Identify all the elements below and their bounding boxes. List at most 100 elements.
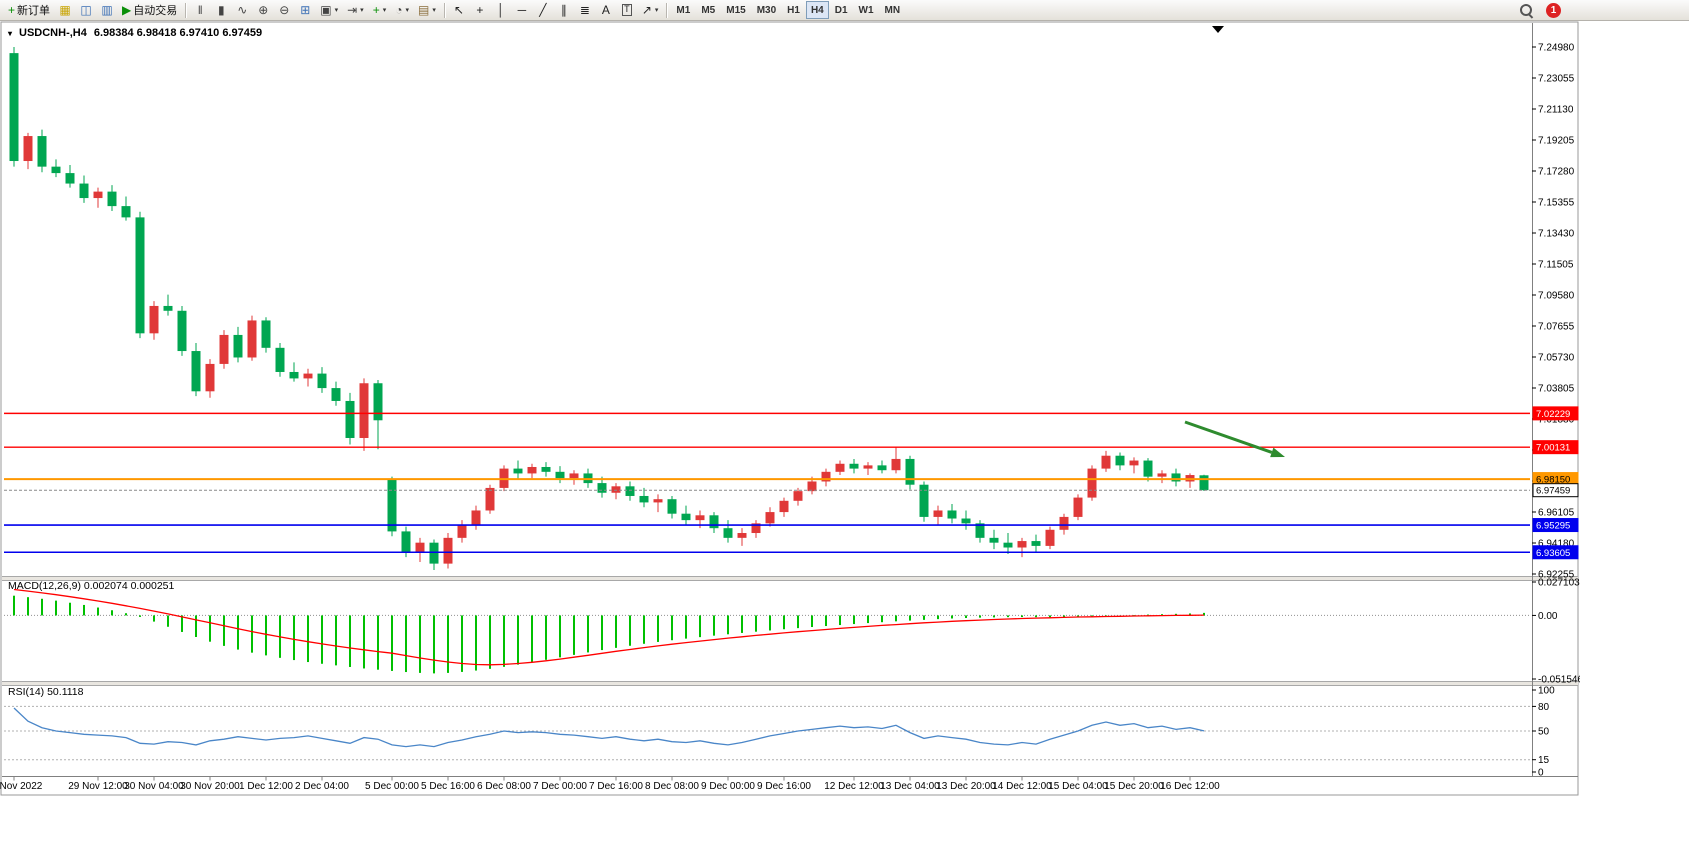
price-tick-label: 7.09580 bbox=[1538, 291, 1575, 302]
time-axis-label: 29 Nov 12:00 bbox=[68, 781, 128, 792]
chart-shift-icon: ⇥ bbox=[347, 3, 358, 17]
candle-body bbox=[877, 465, 887, 471]
auto-arrange-button[interactable]: ▣ ▾ bbox=[316, 1, 342, 19]
candle-body bbox=[751, 523, 761, 534]
candle-body bbox=[443, 537, 453, 564]
timeframe-mn-button[interactable]: MN bbox=[880, 1, 906, 19]
channel-button[interactable]: ∥ bbox=[554, 1, 574, 19]
zoom-in-button[interactable]: ⊕ bbox=[253, 1, 273, 19]
candle-body bbox=[1199, 475, 1209, 491]
candle-body bbox=[891, 458, 901, 471]
periods-button[interactable]: ◔ ▾ bbox=[391, 1, 413, 19]
candle-body bbox=[989, 537, 999, 543]
charts-window-button[interactable]: ▦ bbox=[55, 1, 75, 19]
autotrading-button-label: 自动交易 bbox=[133, 5, 178, 17]
candle-body bbox=[555, 471, 565, 479]
toolbar-separator bbox=[185, 2, 187, 18]
candle-body bbox=[947, 510, 957, 519]
zoom-out-button[interactable]: ⊖ bbox=[274, 1, 294, 19]
symbol-dropdown-icon[interactable]: ▾ bbox=[8, 28, 13, 38]
candle-body bbox=[289, 371, 299, 379]
candle-body bbox=[653, 499, 663, 503]
candle-body bbox=[849, 463, 859, 469]
line-chart-button[interactable]: ∿ bbox=[232, 1, 252, 19]
new-order-button-label: 新订单 bbox=[17, 5, 51, 17]
bar-chart-button[interactable]: ‖ bbox=[190, 1, 210, 19]
price-tick-label: 7.13430 bbox=[1538, 229, 1575, 240]
fibonacci-button[interactable]: ≣ bbox=[575, 1, 595, 19]
price-tick-label: 7.15355 bbox=[1538, 198, 1575, 209]
price-tag bbox=[1532, 440, 1579, 455]
notification-badge[interactable]: 1 bbox=[1546, 2, 1561, 18]
crosshair-button[interactable]: + bbox=[470, 1, 490, 19]
mt4-app: + 新订单 ▦ ◫ ▥ ▶ 自动交易 ‖ ▮ ∿ ⊕ ⊖ ⊞ ▣ ▾ ⇥ ▾ + ▾ ◔ ▾ ▤ ▾ ↖ + │ ─ ╱ ∥ ≣ A T ↗ ▾ M… bbox=[0, 0, 1689, 819]
price-tick-label: 7.03805 bbox=[1538, 384, 1575, 395]
timeframe-w1-button[interactable]: W1 bbox=[854, 1, 879, 19]
arrows-button[interactable]: ↗ ▾ bbox=[638, 1, 663, 19]
candlestick-chart-button[interactable]: ▮ bbox=[211, 1, 231, 19]
candle-body bbox=[401, 531, 411, 553]
timeframe-m5-button[interactable]: M5 bbox=[696, 1, 720, 19]
rsi-axis-label: 15 bbox=[1538, 755, 1550, 766]
candle-body bbox=[709, 515, 719, 529]
timeframe-h1-button[interactable]: H1 bbox=[782, 1, 805, 19]
time-axis-label: 13 Dec 20:00 bbox=[936, 781, 996, 792]
new-order-button[interactable]: + 新订单 bbox=[4, 1, 54, 19]
candle-body bbox=[205, 363, 215, 392]
time-axis-label: 28 Nov 2022 bbox=[0, 781, 43, 792]
horizontal-line-button[interactable]: ─ bbox=[512, 1, 532, 19]
candle-body bbox=[611, 486, 621, 493]
navigator-button[interactable]: ▥ bbox=[97, 1, 117, 19]
timeframe-h4-button[interactable]: H4 bbox=[805, 1, 829, 19]
candle-body bbox=[807, 481, 817, 492]
vertical-line-button[interactable]: │ bbox=[491, 1, 511, 19]
time-axis-label: 14 Dec 12:00 bbox=[992, 781, 1052, 792]
text-label-button[interactable]: T bbox=[617, 1, 637, 19]
chart-shift-marker-icon[interactable] bbox=[1212, 26, 1224, 33]
cursor-button[interactable]: ↖ bbox=[449, 1, 469, 19]
candle-body bbox=[373, 383, 383, 421]
price-tick-label: 7.11505 bbox=[1538, 260, 1574, 271]
time-axis-label: 8 Dec 08:00 bbox=[645, 781, 699, 792]
chart-shift-button[interactable]: ⇥ ▾ bbox=[343, 1, 368, 19]
candle-body bbox=[135, 217, 145, 334]
time-axis-label: 9 Dec 16:00 bbox=[757, 781, 811, 792]
templates-button[interactable]: ▤ ▾ bbox=[414, 1, 440, 19]
market-watch-button[interactable]: ◫ bbox=[76, 1, 96, 19]
timeframe-m30-button[interactable]: M30 bbox=[752, 1, 781, 19]
search-icon[interactable] bbox=[1518, 2, 1534, 18]
trend-arrow-annotation[interactable] bbox=[1184, 420, 1273, 454]
cursor-icon: ↖ bbox=[453, 3, 464, 17]
pane-separator[interactable] bbox=[2, 681, 1578, 685]
timeframe-m15-button[interactable]: M15 bbox=[721, 1, 750, 19]
dropdown-caret-icon: ▾ bbox=[405, 7, 409, 14]
pane-separator[interactable] bbox=[2, 576, 1578, 580]
new-order-icon: + bbox=[8, 3, 16, 17]
autotrading-button[interactable]: ▶ 自动交易 bbox=[118, 1, 181, 19]
bar-chart-icon: ‖ bbox=[197, 3, 203, 17]
fibonacci-icon: ≣ bbox=[579, 3, 590, 17]
candle-body bbox=[121, 206, 131, 218]
candle-body bbox=[1017, 541, 1027, 548]
candle-body bbox=[457, 524, 467, 538]
trendline-button[interactable]: ╱ bbox=[533, 1, 553, 19]
candle-body bbox=[625, 486, 635, 496]
rsi-axis-label: 50 bbox=[1538, 727, 1550, 738]
time-axis-label: 15 Dec 04:00 bbox=[1048, 781, 1108, 792]
text-icon: A bbox=[601, 3, 610, 17]
tile-windows-button[interactable]: ⊞ bbox=[295, 1, 315, 19]
zoom-in-icon: ⊕ bbox=[258, 3, 269, 17]
timeframe-d1-button[interactable]: D1 bbox=[830, 1, 853, 19]
time-axis-label: 1 Dec 12:00 bbox=[239, 781, 293, 792]
candle-body bbox=[905, 458, 915, 485]
price-tag bbox=[1532, 406, 1579, 421]
navigator-icon: ▥ bbox=[101, 3, 113, 17]
indicators-button[interactable]: + ▾ bbox=[369, 1, 391, 19]
text-button[interactable]: A bbox=[596, 1, 616, 19]
candle-body bbox=[387, 479, 397, 532]
toolbar-right-group: 1 bbox=[1518, 2, 1561, 18]
candle-body bbox=[863, 465, 873, 469]
time-axis-label: 12 Dec 12:00 bbox=[824, 781, 884, 792]
candle-body bbox=[303, 373, 313, 379]
timeframe-m1-button[interactable]: M1 bbox=[671, 1, 695, 19]
